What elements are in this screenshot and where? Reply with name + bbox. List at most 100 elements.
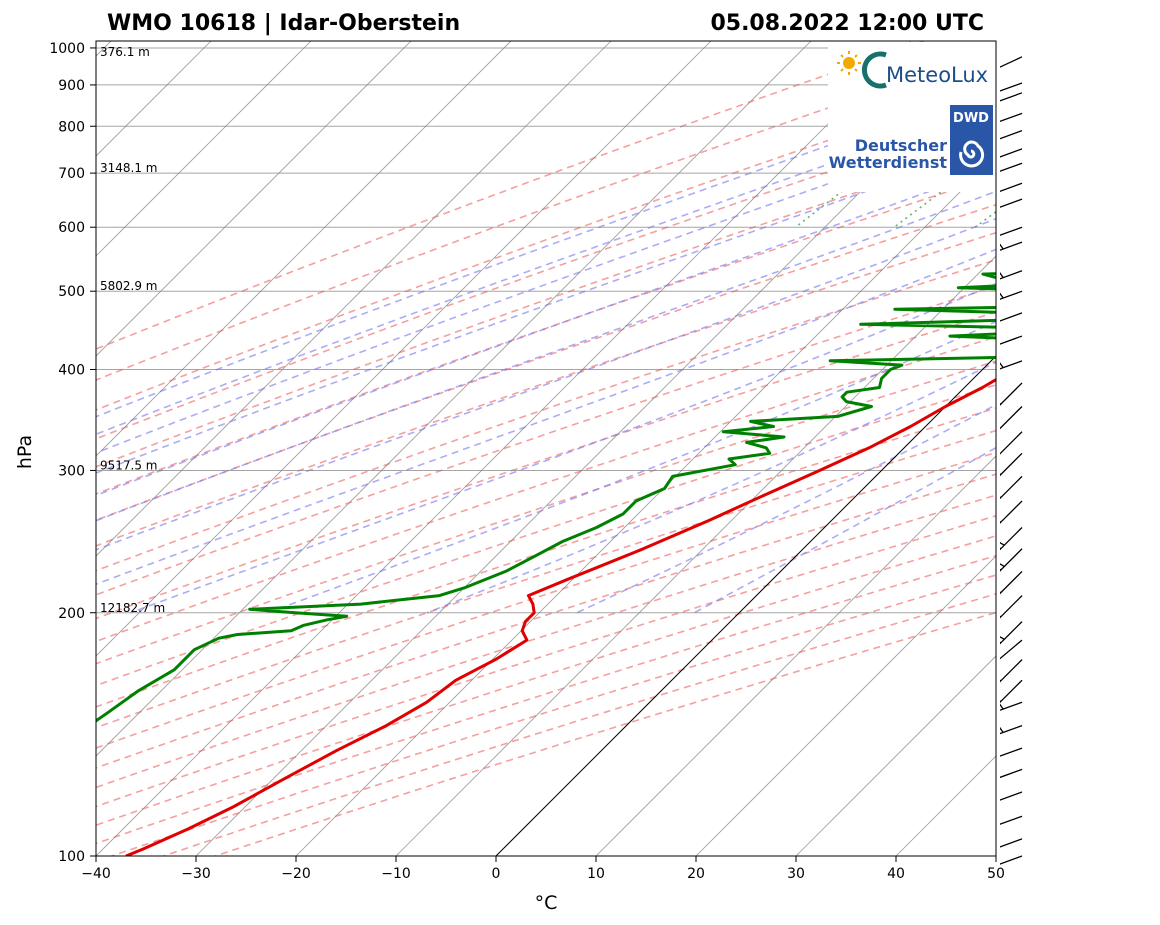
wind-barb (1000, 241, 1023, 251)
x-tick-label: −40 (81, 866, 111, 882)
x-tick-label: 10 (587, 866, 605, 882)
barb-staff (1000, 452, 1023, 477)
x-tick-label: 30 (787, 866, 805, 882)
wind-barb (1000, 82, 1023, 92)
barb-staff (1000, 198, 1023, 208)
barb-staff (1000, 838, 1023, 848)
dwd-badge-text: DWD (953, 111, 989, 126)
x-tick-label: 50 (987, 866, 1005, 882)
dwd-name-line2: Wetterdienst (829, 153, 948, 172)
wind-barb (1000, 701, 1023, 711)
wind-barb (1000, 639, 1023, 660)
wind-barb (1000, 312, 1023, 322)
y-tick-label: 500 (58, 284, 85, 300)
dry-adiabat-line (96, 407, 996, 708)
barb-staff (1000, 226, 1023, 236)
barb-staff (1000, 92, 1023, 102)
x-axis-ticks: −40 −30 −20 −10 0 10 20 30 40 50 (81, 856, 1005, 882)
dry-adiabat-line (96, 258, 996, 572)
isotherm-line (96, 41, 812, 757)
wind-barb (1000, 406, 1023, 430)
barb-staff (1000, 112, 1023, 123)
wind-barb (1000, 475, 1023, 500)
dry-adiabat-line (96, 384, 996, 687)
barb-half-flag (1000, 563, 1005, 568)
isotherm-line (96, 41, 412, 357)
height-labels: 12182.7 m 9517.5 m 5802.9 m 3148.1 m 376.1 m (100, 45, 165, 615)
wind-barb (1000, 360, 1023, 370)
wind-barb (1000, 768, 1023, 779)
barb-staff (1000, 527, 1023, 551)
dry-adiabat-line (96, 311, 996, 620)
wind-barb (1000, 747, 1023, 757)
meteolux-logo: MeteoLux (837, 51, 988, 89)
y-tick-label: 200 (58, 606, 85, 622)
wind-barb (1000, 724, 1023, 735)
barb-staff (1000, 815, 1023, 825)
wind-barb (1000, 56, 1023, 68)
wind-barb (1000, 815, 1023, 825)
y-axis-label: hPa (14, 435, 36, 469)
wind-barb (1000, 182, 1023, 192)
moist-adiabat-line (96, 123, 996, 454)
x-tick-label: 20 (687, 866, 705, 882)
dry-adiabat-line (96, 451, 996, 749)
wind-barb (1000, 595, 1023, 619)
isotherm-line (795, 655, 996, 856)
barb-half-flag (1000, 726, 1004, 733)
wind-barb (1000, 452, 1023, 477)
barb-staff (1000, 855, 1023, 865)
barb-staff (1000, 382, 1023, 406)
sun-icon (837, 51, 861, 75)
y-tick-label: 100 (58, 849, 85, 865)
barb-staff (1000, 595, 1023, 619)
y-tick-label: 1000 (49, 41, 85, 57)
height-label: 5802.9 m (100, 279, 158, 293)
wind-barb (1000, 112, 1023, 123)
wind-barb (1000, 382, 1023, 406)
barb-staff (1000, 570, 1023, 595)
moist-adiabat-line (96, 217, 996, 551)
wind-barb (1000, 162, 1023, 172)
wind-barb (1000, 198, 1023, 208)
barb-half-flag (1000, 703, 1004, 710)
isotherm-line (595, 455, 996, 856)
wind-barb (1000, 679, 1023, 704)
isotherms (96, 41, 996, 856)
wind-barb (1000, 92, 1023, 102)
wind-barb (1000, 130, 1023, 140)
barb-half-flag (1000, 542, 1005, 546)
moist-adiabat-line (576, 403, 996, 614)
dwd-logo: DWD Deutscher Wetterdienst (829, 105, 993, 175)
barb-staff (1000, 475, 1023, 500)
barb-staff (1000, 768, 1023, 779)
barb-staff (1000, 431, 1023, 455)
zero-degree-isotherm (495, 355, 996, 856)
y-tick-label: 700 (58, 166, 85, 182)
x-tick-label: 0 (492, 866, 501, 882)
x-tick-label: −30 (181, 866, 211, 882)
barb-staff (1000, 162, 1023, 172)
isotherm-line (96, 41, 612, 557)
barb-staff (1000, 130, 1023, 140)
meteolux-wordmark: MeteoLux (886, 63, 988, 87)
moist-adiabat-line (426, 361, 996, 614)
dry-adiabat-line (96, 336, 996, 643)
moist-adiabat-line (96, 190, 996, 522)
wind-barbs (1000, 56, 1023, 865)
wind-barb (1000, 548, 1023, 572)
dry-adiabat-line (96, 145, 996, 468)
barb-staff (1000, 312, 1023, 322)
station-title: WMO 10618 | Idar-Oberstein (107, 11, 460, 36)
moist-adiabats (96, 85, 996, 614)
moist-adiabat-line (96, 85, 996, 418)
isotherm-line (96, 41, 512, 457)
x-tick-label: −10 (381, 866, 411, 882)
barb-staff (1000, 747, 1023, 757)
isotherm-line (96, 41, 312, 257)
moist-adiabat-line (130, 282, 996, 614)
isotherm-line (695, 555, 996, 856)
observation-time: 05.08.2022 12:00 UTC (710, 11, 984, 36)
y-tick-label: 400 (58, 363, 85, 379)
plot-frame (95, 40, 997, 857)
